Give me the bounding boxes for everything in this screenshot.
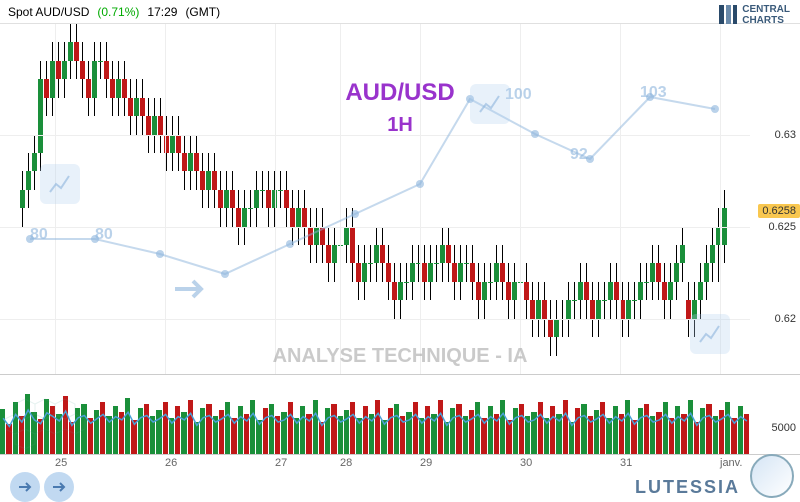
- pct-change: (0.71%): [97, 5, 139, 19]
- hex-decoration: [0, 394, 200, 454]
- x-axis: 25262728293031janv.: [0, 454, 800, 474]
- arrow-right-icon: [16, 478, 34, 496]
- brand-label: LUTESSIA: [635, 477, 740, 498]
- svg-text:103: 103: [640, 84, 667, 101]
- nav-back-button[interactable]: [10, 472, 40, 502]
- arrow-right-icon: [50, 478, 68, 496]
- chart-title: AUD/USD: [345, 79, 454, 107]
- tz-label: (GMT): [185, 5, 220, 19]
- logo-bars-icon: [718, 5, 738, 25]
- y-axis: 0.630.6250.62: [750, 24, 800, 374]
- nav-buttons: [10, 472, 74, 502]
- analysis-watermark: ANALYSE TECHNIQUE - IA: [273, 345, 528, 368]
- svg-text:80: 80: [30, 226, 48, 243]
- svg-text:92: 92: [570, 146, 588, 163]
- svg-text:80: 80: [95, 226, 113, 243]
- current-price-badge: 0.6258: [758, 204, 800, 218]
- symbol-label: Spot AUD/USD: [8, 5, 89, 19]
- volume-y-label: 5000: [772, 422, 796, 434]
- volume-chart[interactable]: ANALYSE TECHNIQUE - IA 5000: [0, 374, 800, 454]
- footer: LUTESSIA: [0, 474, 800, 500]
- price-chart[interactable]: AUD/USD 1H 808010092103 0.630.6250.62 0.…: [0, 24, 800, 374]
- nav-fwd-button[interactable]: [44, 472, 74, 502]
- logo-text: CENTRALCHARTS: [742, 4, 790, 26]
- central-charts-logo: CENTRALCHARTS: [718, 4, 790, 26]
- time-label: 17:29: [147, 5, 177, 19]
- chart-timeframe: 1H: [387, 114, 413, 137]
- watermark-overlay: 808010092103: [0, 24, 750, 374]
- assistant-avatar[interactable]: [750, 454, 794, 498]
- chart-header: Spot AUD/USD (0.71%) 17:29 (GMT): [0, 0, 800, 24]
